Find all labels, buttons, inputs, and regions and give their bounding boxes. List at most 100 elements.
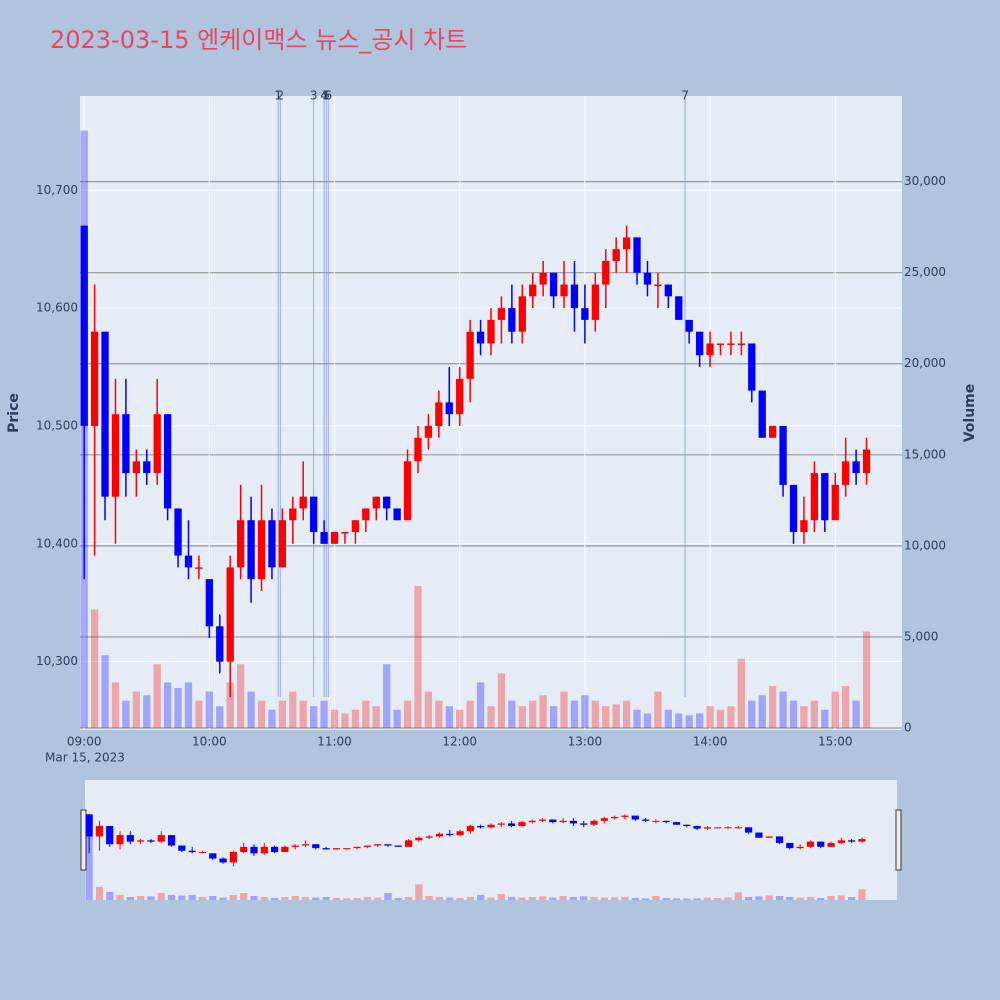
volume-bar: [622, 700, 631, 728]
volume-bar: [424, 691, 433, 728]
event-label: 4: [320, 89, 328, 103]
mini-candle-body: [827, 842, 835, 847]
mini-volume-bar: [848, 896, 856, 900]
mini-volume-bar: [538, 896, 547, 900]
volume-bar: [758, 695, 766, 728]
volume-bar: [529, 700, 537, 728]
candle-body: [216, 626, 224, 662]
mini-candle-body: [250, 846, 258, 854]
mini-volume-bar: [188, 894, 196, 900]
candle-body: [476, 331, 485, 344]
volume-bar: [445, 706, 453, 728]
candle-body: [90, 331, 99, 426]
volume-bar: [466, 700, 474, 728]
mini-volume-bar: [404, 896, 413, 900]
y2-tick-label: 5,000: [904, 629, 938, 643]
candle-body: [779, 425, 787, 485]
candle-body: [163, 414, 172, 509]
mini-volume-bar: [363, 896, 371, 900]
volume-bar: [122, 700, 130, 728]
mini-volume-bar: [167, 894, 176, 900]
volume-bar: [184, 682, 193, 728]
candle-body: [236, 520, 245, 568]
mini-volume-bar: [425, 895, 433, 900]
candle-body: [810, 473, 819, 521]
mini-volume-bar: [209, 895, 217, 900]
mini-candle-body: [765, 836, 773, 838]
mini-volume-bar: [466, 896, 474, 900]
candle-body: [675, 296, 683, 320]
mini-volume-bar: [106, 891, 114, 900]
mini-candle-body: [363, 845, 371, 847]
mini-candle-body: [312, 844, 320, 849]
mini-candle-body: [198, 852, 207, 854]
x-tick-label: 13:00: [568, 735, 603, 749]
mini-volume-bar: [806, 896, 815, 900]
candle-body: [310, 496, 318, 533]
x-tick-label: 14:00: [693, 735, 728, 749]
mini-volume-bar: [827, 895, 835, 900]
candle-body: [852, 461, 860, 474]
event-label: 6: [324, 89, 332, 103]
mini-candle-body: [590, 820, 598, 825]
x-sublabel: Mar 15, 2023: [45, 751, 125, 765]
x-tick-label: 10:00: [192, 735, 227, 749]
plot-area: [80, 96, 902, 730]
volume-bar: [216, 706, 224, 728]
mini-candle-body: [683, 824, 691, 827]
volume-bar: [289, 691, 297, 728]
mini-volume-bar: [435, 896, 444, 900]
mini-candle-body: [270, 846, 279, 853]
mini-candle-body: [518, 822, 526, 827]
mini-candle-body: [600, 818, 608, 821]
mini-volume-bar: [683, 898, 691, 900]
candle-body: [466, 331, 474, 379]
mini-volume-bar: [672, 898, 681, 900]
mini-volume-bar: [508, 896, 516, 900]
slider-handle[interactable]: [895, 809, 902, 871]
slider-handle[interactable]: [80, 809, 87, 871]
x-tick-label: 12:00: [442, 735, 477, 749]
volume-bar: [403, 700, 412, 728]
event-label: 5: [322, 89, 330, 103]
mini-candle-body: [291, 845, 299, 847]
candle-body: [487, 319, 495, 344]
volume-bar: [549, 706, 558, 728]
mini-volume-bar: [745, 896, 753, 900]
mini-volume-bar: [147, 896, 155, 900]
mini-candle-body: [281, 846, 289, 853]
mini-volume-bar: [137, 895, 145, 900]
candle-body: [278, 520, 287, 568]
mini-candle-body: [508, 823, 516, 827]
mini-candle-body: [837, 840, 845, 843]
candle-body: [549, 272, 558, 297]
candle-body: [445, 402, 453, 415]
candle-body: [184, 555, 193, 568]
candle-body: [257, 520, 266, 580]
volume-bar: [706, 706, 714, 728]
mini-candle-body: [126, 835, 134, 842]
candle-body: [320, 532, 328, 544]
candle-body: [591, 284, 599, 320]
candle-body: [748, 343, 756, 391]
candle-body: [424, 425, 433, 438]
mini-volume-bar: [240, 892, 248, 900]
candle-body: [727, 343, 735, 345]
mini-volume-bar: [157, 892, 165, 900]
mini-volume-bar: [652, 895, 660, 900]
mini-candle-body: [528, 820, 536, 823]
mini-candle-body: [549, 819, 557, 823]
mini-candle-body: [497, 823, 505, 825]
mini-candle-body: [466, 826, 474, 832]
volume-bar: [393, 709, 401, 728]
mini-volume-bar: [374, 897, 382, 900]
volume-bar: [174, 687, 182, 728]
candle-body: [560, 284, 568, 297]
volume-bar: [612, 704, 620, 728]
candle-body: [205, 579, 214, 627]
range-slider[interactable]: [85, 780, 897, 900]
volume-bar: [654, 691, 662, 728]
volume-bar: [143, 695, 151, 728]
volume-bar: [278, 700, 287, 728]
candle-body: [403, 461, 412, 521]
